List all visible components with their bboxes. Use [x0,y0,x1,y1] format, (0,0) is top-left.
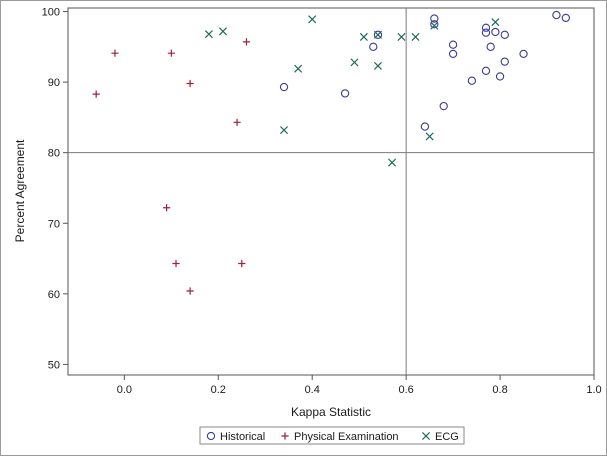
point-historical [430,14,439,23]
point-historical [430,20,439,29]
point-physical-examination [163,204,171,212]
x-axis: 0.0 0.2 0.4 0.6 0.8 1.0 [117,375,602,396]
point-ecg [359,32,368,41]
point-ecg [204,30,213,39]
point-ecg [373,30,382,39]
point-physical-examination [238,259,246,268]
point-physical-examination [111,49,119,57]
reference-lines [68,8,594,375]
point-ecg [388,158,397,167]
point-physical-examination [92,90,100,98]
point-ecg [491,18,500,27]
point-historical [491,27,500,37]
x-axis-title: Kappa Statistic [291,405,371,419]
x-tick-label: 0.2 [211,384,226,396]
point-historical [420,122,430,131]
y-tick-label: 90 [48,77,60,89]
point-ecg [397,32,406,41]
point-physical-examination [172,259,180,268]
point-historical [369,42,378,51]
point-physical-examination [233,118,241,126]
x-tick-label: 0.6 [398,384,413,396]
y-tick-label: 60 [48,289,60,301]
y-axis: 50 60 70 80 90 100 [42,7,68,371]
point-physical-examination [242,38,251,46]
point-physical-examination [186,287,194,295]
y-axis-title: Percent Agreement [13,139,27,242]
point-historical [495,72,505,81]
point-ecg [373,61,382,70]
legend-label-physical-examination: Physical Examination [294,431,399,443]
point-historical [481,66,491,75]
y-tick-label: 50 [48,359,60,371]
point-ecg [218,27,228,36]
point-historical [340,89,350,98]
y-tick-label: 100 [42,7,60,19]
point-physical-examination [167,49,175,57]
point-historical [561,13,570,23]
point-ecg [280,126,289,135]
data-points [92,10,570,295]
legend-label-historical: Historical [220,431,265,443]
point-physical-examination [186,79,194,88]
legend-marker-historical [206,431,216,441]
point-historical [500,30,509,39]
legend-marker-ecg [421,431,431,441]
point-historical [552,10,561,20]
point-historical [373,30,383,39]
y-tick-label: 70 [48,218,60,230]
point-ecg [350,58,359,67]
point-historical [448,49,458,59]
point-ecg [411,32,420,41]
x-tick-label: 0.8 [492,384,507,396]
point-ecg [308,15,317,24]
legend-box [199,426,465,445]
legend: Historical Physical Examination ECG [199,426,465,445]
point-ecg [430,21,439,30]
point-historical [519,49,528,59]
x-tick-label: 0.4 [305,384,320,396]
x-tick-label: 1.0 [586,384,601,396]
point-ecg [425,132,434,141]
plot-area [67,7,595,376]
point-historical [279,82,289,92]
point-historical [467,76,477,85]
legend-label-ecg: ECG [435,431,459,443]
point-historical [486,42,495,51]
point-historical [481,23,491,32]
point-historical [481,28,491,37]
x-tick-label: 0.0 [117,384,132,396]
point-ecg [294,64,303,73]
legend-marker-physical-examination [281,432,289,440]
point-historical [448,40,458,49]
point-historical [500,57,509,66]
y-tick-label: 80 [48,148,60,160]
point-historical [439,101,448,111]
